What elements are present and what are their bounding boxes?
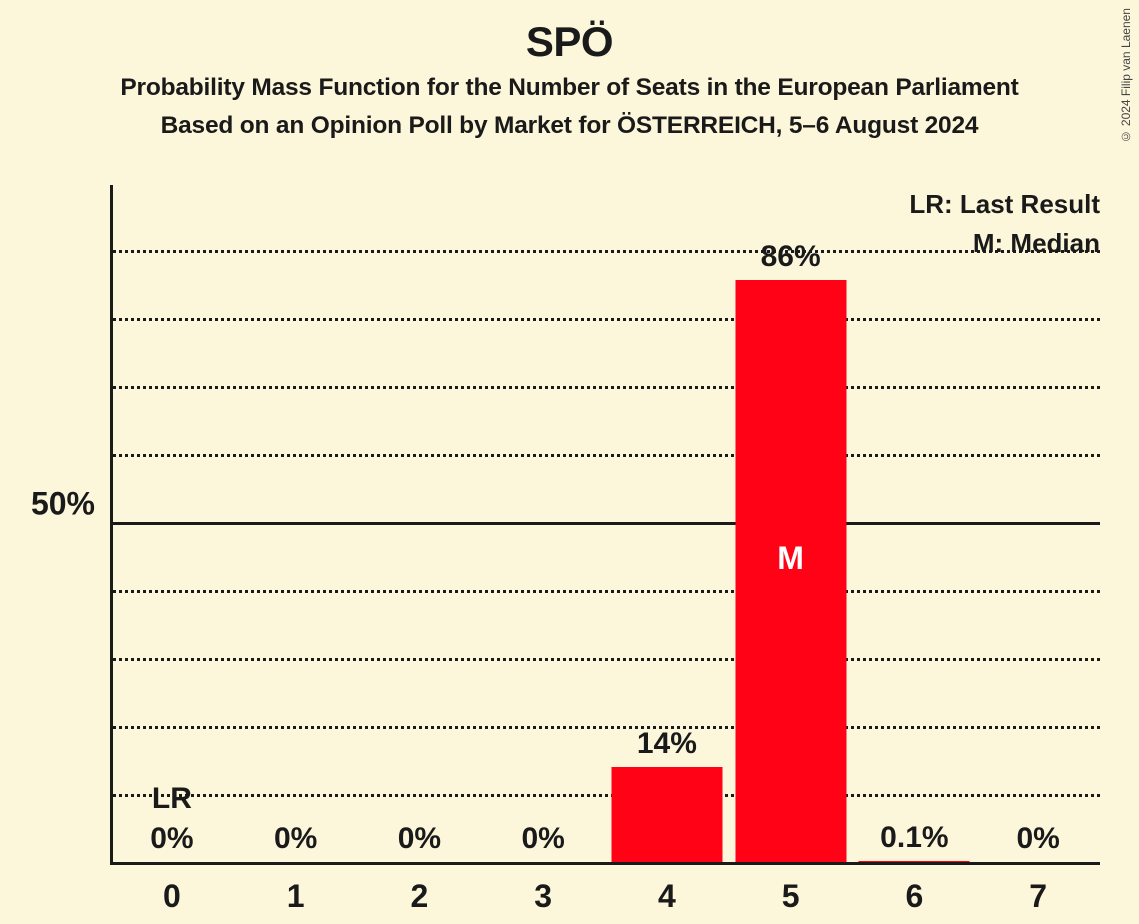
bar-slot: 0%1 [234,182,358,862]
bar-value-label: 14% [637,727,697,761]
bar [859,861,970,862]
bar-slot: 0%LR0 [110,182,234,862]
x-axis-tick-label: 6 [905,878,923,915]
chart-subtitle-2: Based on an Opinion Poll by Market for Ö… [0,112,1139,140]
chart-plot-area: 50% LR: Last Result M: Median 0%LR00%10%… [110,185,1100,865]
bar-slot: 0%3 [481,182,605,862]
bar-slot: 0%2 [358,182,482,862]
bar-slot: 0.1%6 [853,182,977,862]
bar-value-label: 0% [521,822,564,856]
median-marker: M [777,540,804,577]
bars-container: 0%LR00%10%20%314%486%M50.1%60%7 [110,185,1100,862]
bar-value-label: 0.1% [880,821,948,855]
x-axis-tick-label: 1 [287,878,305,915]
x-axis-tick-label: 3 [534,878,552,915]
chart-title: SPÖ [0,0,1139,66]
y-axis-label-50: 50% [31,486,95,523]
bar-slot: 86%M5 [729,182,853,862]
x-axis-tick-label: 4 [658,878,676,915]
bar [611,767,722,862]
bar-value-label: 0% [274,822,317,856]
bar-slot: 14%4 [605,182,729,862]
bar-value-label: 0% [150,822,193,856]
x-axis [110,862,1100,865]
x-axis-tick-label: 7 [1029,878,1047,915]
x-axis-tick-label: 5 [782,878,800,915]
bar-slot: 0%7 [976,182,1100,862]
chart-subtitle-1: Probability Mass Function for the Number… [0,74,1139,102]
bar-value-label: 0% [1016,822,1059,856]
x-axis-tick-label: 0 [163,878,181,915]
copyright-text: © 2024 Filip van Laenen [1119,8,1133,143]
lr-marker: LR [152,782,192,816]
x-axis-tick-label: 2 [410,878,428,915]
bar-value-label: 86% [761,240,821,274]
bar-value-label: 0% [398,822,441,856]
